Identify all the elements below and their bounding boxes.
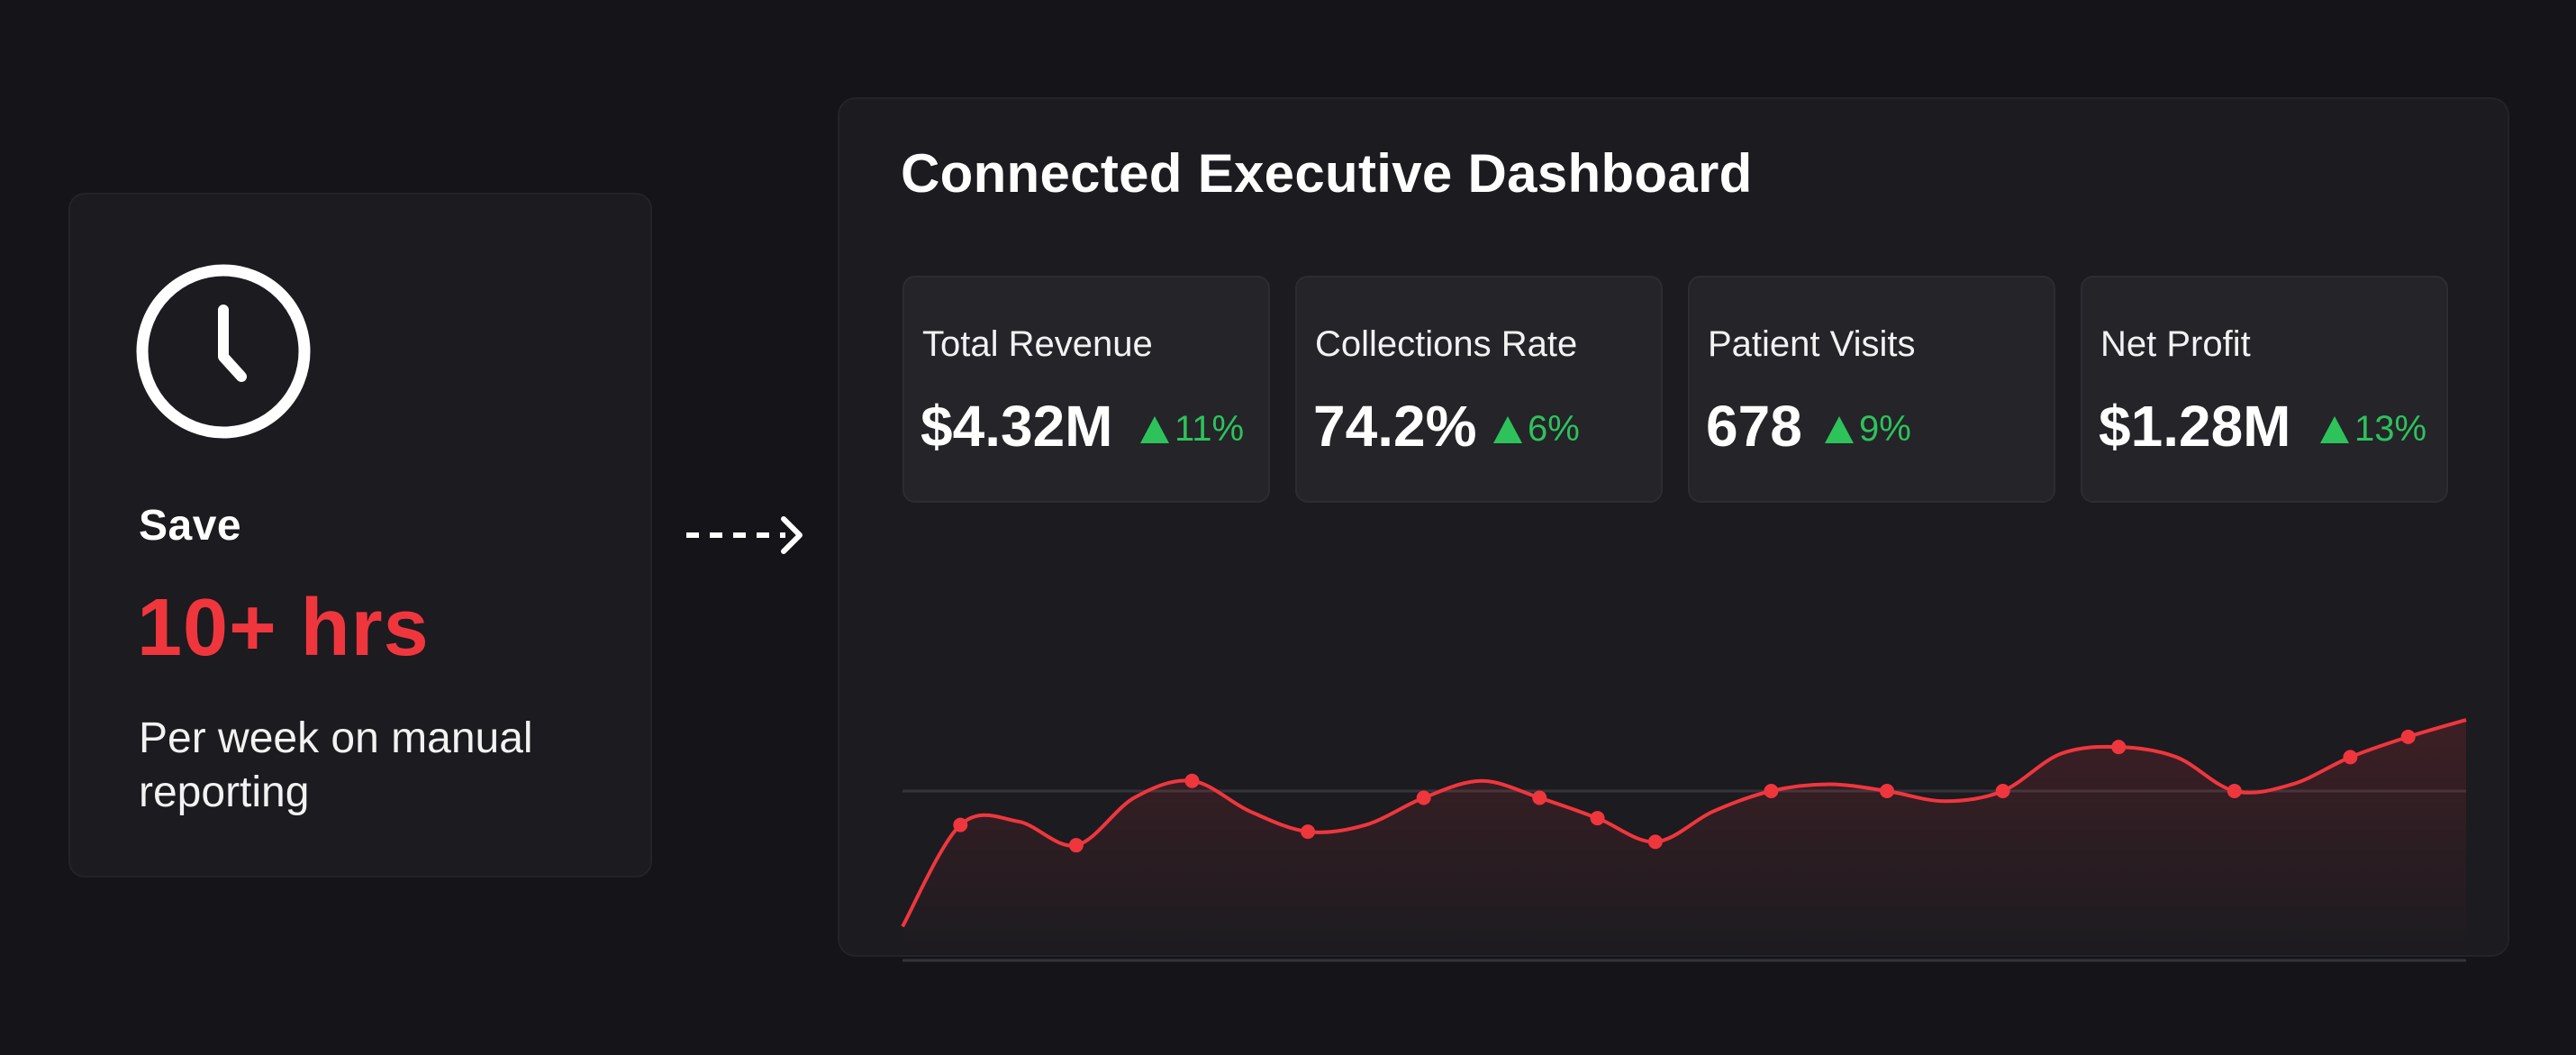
kpi-delta-value: 9%: [1859, 409, 1911, 449]
data-point: [1647, 834, 1663, 850]
data-point: [1301, 824, 1316, 840]
series-line: [901, 718, 2467, 928]
data-point: [1532, 790, 1547, 805]
trend-up-icon: [1493, 415, 1522, 443]
data-point: [1995, 784, 2010, 798]
data-point: [2400, 729, 2416, 744]
kpi-value: $1.28M: [2099, 394, 2291, 459]
kpi-card-patient-visits: Patient Visits 678 9%: [1688, 276, 2055, 503]
kpi-card-net-profit: Net Profit $1.28M 13%: [2081, 276, 2448, 503]
kpi-delta: 9%: [1825, 409, 1911, 450]
hours-saved-value: 10+ hrs: [137, 583, 430, 673]
data-point: [1416, 790, 1431, 805]
trend-up-icon: [1825, 415, 1854, 443]
data-point: [1068, 838, 1084, 853]
data-point: [1184, 773, 1200, 788]
kpi-label: Collections Rate: [1315, 324, 1578, 364]
executive-dashboard-card: Connected Executive Dashboard Total Reve…: [838, 97, 2509, 962]
time-savings-card: Save 10+ hrs Per week on manual reportin…: [68, 193, 652, 878]
data-point: [1880, 784, 1895, 798]
trend-up-icon: [1140, 415, 1169, 443]
kpi-value: 678: [1706, 394, 1802, 459]
kpi-delta-value: 6%: [1528, 409, 1580, 449]
kpi-delta-value: 11%: [1175, 409, 1245, 449]
kpi-delta: 13%: [2320, 409, 2426, 450]
data-point: [2227, 784, 2242, 798]
save-label: Save: [139, 502, 242, 550]
savings-description: Per week on manual reporting: [139, 714, 533, 816]
kpi-delta: 6%: [1493, 409, 1580, 450]
kpi-label: Total Revenue: [922, 324, 1153, 364]
kpi-delta-value: 13%: [2354, 409, 2427, 449]
data-point: [953, 817, 968, 832]
kpi-value: $4.32M: [921, 394, 1113, 459]
trend-up-icon: [2320, 415, 2349, 443]
data-point: [2343, 750, 2358, 765]
kpi-label: Patient Visits: [1708, 324, 1916, 364]
kpi-label: Net Profit: [2100, 324, 2251, 364]
data-point: [1590, 811, 1605, 826]
trend-area-chart: [901, 718, 2467, 962]
clock-icon: [136, 264, 311, 439]
kpi-card-total-revenue: Total Revenue $4.32M 11%: [903, 276, 1270, 503]
area-fill: [903, 720, 2466, 960]
data-point: [2111, 740, 2127, 755]
kpi-value: 74.2%: [1313, 394, 1477, 459]
kpi-card-collections-rate: Collections Rate 74.2% 6%: [1295, 276, 1663, 503]
data-point: [1764, 784, 1779, 798]
dashed-arrow-right-icon: [686, 516, 803, 554]
dashboard-title: Connected Executive Dashboard: [901, 143, 1753, 204]
kpi-delta: 11%: [1140, 409, 1244, 450]
